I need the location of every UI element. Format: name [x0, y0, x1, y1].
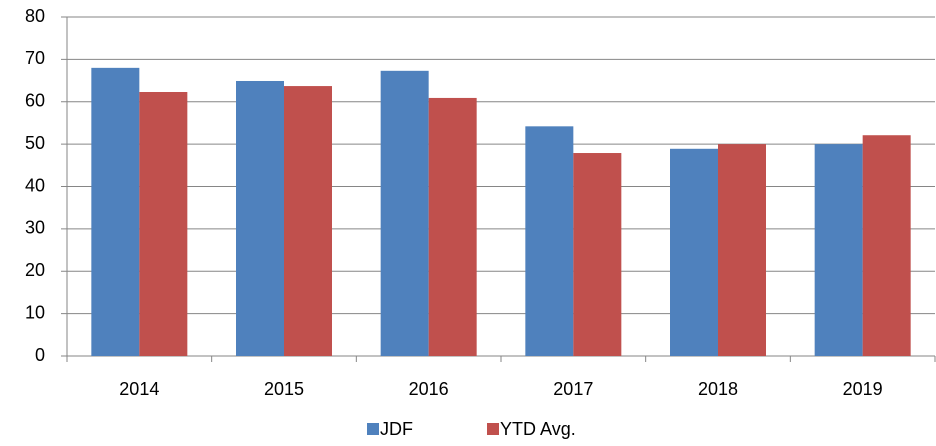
- bar: [236, 80, 284, 356]
- bar: [573, 153, 622, 356]
- y-tick-label: 0: [35, 345, 45, 365]
- x-tick-label: 2019: [843, 379, 883, 399]
- bar: [814, 144, 863, 356]
- y-tick-label: 50: [25, 133, 45, 153]
- y-tick-label: 10: [25, 302, 45, 322]
- x-tick-label: 2016: [409, 379, 449, 399]
- legend-label: YTD Avg.: [500, 419, 576, 439]
- y-tick-label: 70: [25, 48, 45, 68]
- bar: [428, 97, 477, 356]
- bar: [380, 70, 429, 356]
- y-tick-label: 20: [25, 260, 45, 280]
- y-tick-label: 30: [25, 218, 45, 238]
- x-tick-label: 2014: [119, 379, 159, 399]
- bar: [718, 144, 766, 356]
- bar: [91, 67, 140, 356]
- x-tick-label: 2018: [698, 379, 738, 399]
- y-tick-label: 80: [25, 6, 45, 26]
- legend-label: JDF: [380, 419, 413, 439]
- legend-swatch: [367, 423, 379, 435]
- bar: [139, 92, 188, 356]
- legend-swatch: [487, 423, 499, 435]
- bar: [284, 86, 332, 356]
- x-tick-label: 2015: [264, 379, 304, 399]
- y-tick-label: 60: [25, 91, 45, 111]
- bar: [670, 148, 718, 356]
- bar: [525, 126, 574, 356]
- x-tick-label: 2017: [553, 379, 593, 399]
- bar: [862, 135, 911, 356]
- y-tick-label: 40: [25, 175, 45, 195]
